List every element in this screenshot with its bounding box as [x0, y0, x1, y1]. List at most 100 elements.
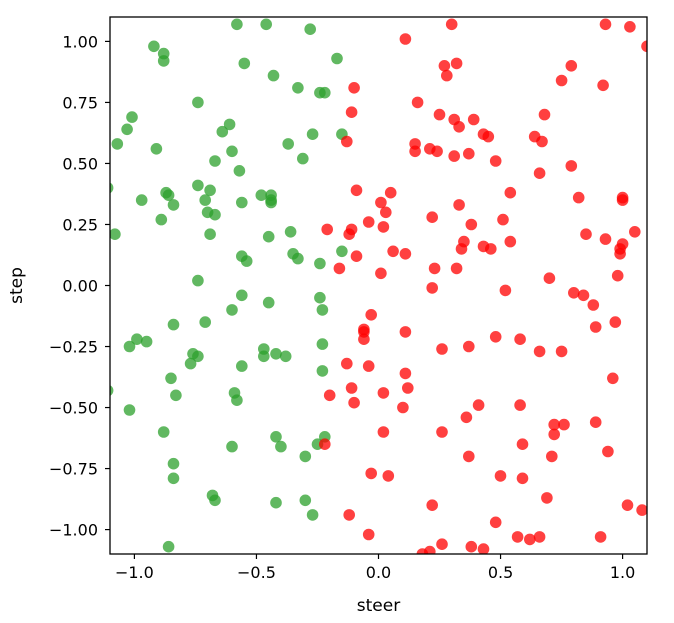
data-point: [350, 184, 363, 197]
data-point: [236, 289, 248, 302]
data-point: [282, 138, 295, 150]
y-tick-label: −0.75: [49, 460, 98, 479]
data-point: [607, 372, 619, 385]
data-point: [482, 130, 495, 143]
data-point: [362, 360, 375, 372]
data-point: [445, 18, 458, 31]
data-point: [365, 467, 378, 480]
data-point: [167, 199, 180, 211]
data-point: [236, 360, 248, 372]
data-point: [438, 60, 451, 72]
data-point: [548, 428, 560, 441]
data-point: [548, 418, 560, 431]
data-point: [589, 416, 602, 429]
data-point: [597, 79, 609, 92]
data-point: [111, 138, 124, 150]
data-point: [409, 145, 421, 158]
x-tick-label: 1.0: [610, 563, 635, 582]
data-point: [238, 57, 251, 70]
data-point: [341, 357, 353, 370]
data-point: [514, 399, 526, 411]
data-point: [170, 389, 182, 402]
data-point: [365, 309, 378, 321]
data-point: [304, 23, 317, 35]
data-point: [411, 96, 424, 109]
data-point: [331, 52, 343, 65]
data-point: [284, 226, 297, 238]
data-point: [558, 418, 570, 431]
data-point: [262, 296, 275, 309]
data-point: [167, 472, 180, 485]
data-point: [587, 299, 600, 311]
data-point: [157, 426, 170, 438]
data-point: [541, 492, 553, 504]
data-point: [436, 343, 448, 355]
data-point: [614, 248, 626, 260]
data-point: [199, 316, 211, 328]
data-point: [231, 394, 243, 407]
data-point: [543, 272, 556, 285]
y-axis: 1.00 0.75 0.50 0.25 0.00 −0.25 −0.50 −0.75 −1.00: [49, 32, 110, 540]
data-point: [580, 228, 592, 240]
data-point: [546, 450, 558, 463]
y-tick-label: 0.25: [62, 215, 98, 234]
data-point: [499, 284, 512, 297]
data-point: [463, 450, 475, 463]
data-point: [157, 55, 170, 67]
data-point: [538, 108, 551, 121]
data-point: [504, 235, 517, 248]
data-point: [299, 494, 312, 507]
x-tick-label: 0.0: [366, 563, 391, 582]
data-point: [279, 350, 292, 363]
data-point: [323, 389, 336, 402]
data-point: [377, 221, 390, 233]
data-point: [292, 252, 304, 265]
data-point: [489, 331, 502, 343]
data-point: [110, 182, 114, 194]
data-point: [226, 304, 238, 316]
data-point: [184, 357, 197, 370]
data-point: [577, 289, 590, 302]
y-axis-label: step: [7, 267, 27, 304]
x-tick-label: 0.5: [488, 563, 513, 582]
data-point: [453, 121, 465, 133]
data-point: [140, 335, 153, 348]
y-tick-label: 1.00: [62, 32, 98, 51]
data-point: [209, 155, 221, 167]
data-point: [343, 509, 356, 521]
data-point: [524, 533, 536, 546]
data-point: [428, 262, 441, 275]
data-point: [594, 531, 607, 543]
data-point: [165, 372, 177, 385]
data-point: [297, 152, 309, 165]
data-point: [162, 540, 175, 553]
data-point: [536, 135, 548, 148]
data-point: [514, 333, 526, 346]
data-point: [150, 143, 163, 155]
data-point: [226, 145, 238, 158]
data-point: [316, 304, 329, 316]
data-point: [314, 257, 326, 270]
data-point: [155, 213, 168, 226]
y-tick-label: 0.50: [62, 154, 98, 173]
data-point: [431, 145, 443, 158]
data-point: [316, 338, 329, 350]
x-axis-label: steer: [357, 596, 400, 616]
data-point: [477, 543, 490, 554]
data-point: [399, 248, 412, 260]
data-point: [267, 69, 280, 82]
y-tick-label: −0.25: [49, 338, 98, 357]
data-point: [494, 470, 507, 482]
data-point: [236, 196, 248, 209]
data-point: [533, 531, 546, 543]
data-point: [533, 167, 546, 179]
data-point: [270, 431, 282, 443]
data-point: [504, 186, 517, 199]
data-point: [321, 223, 334, 236]
data-point: [126, 111, 138, 123]
data-point: [384, 186, 397, 199]
data-point: [192, 350, 204, 363]
data-point: [319, 438, 331, 451]
data-point: [131, 333, 143, 346]
